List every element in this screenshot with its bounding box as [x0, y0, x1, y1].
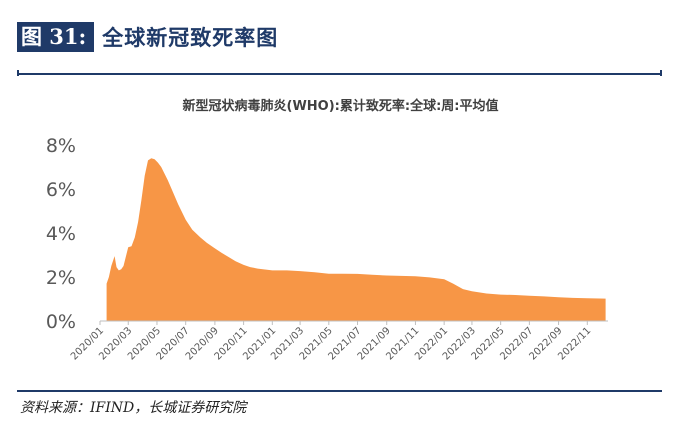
- chart-canvas: 0%2%4%6%8%2020/012020/032020/052020/0720…: [46, 135, 608, 362]
- y-tick-label: 2%: [46, 267, 76, 289]
- y-tick-label: 6%: [46, 179, 76, 201]
- series-area: [106, 158, 606, 321]
- y-tick-label: 0%: [46, 311, 76, 333]
- source-note: 资料来源：IFIND，长城证券研究院: [20, 400, 247, 416]
- bottom-rule: [17, 390, 662, 392]
- top-rule: [17, 73, 662, 75]
- figure-label: 图 31:: [17, 22, 95, 52]
- y-tick-label: 8%: [46, 135, 76, 157]
- figure-header: 图 31: 全球新冠致死率图: [17, 22, 278, 52]
- chart-title: 新型冠状病毒肺炎(WHO):累计致死率:全球:周:平均值: [182, 99, 499, 114]
- y-tick-label: 4%: [46, 223, 76, 245]
- top-rule-right-tick: [660, 70, 662, 76]
- top-rule-left-tick: [17, 70, 19, 76]
- figure-title: 全球新冠致死率图: [102, 25, 279, 50]
